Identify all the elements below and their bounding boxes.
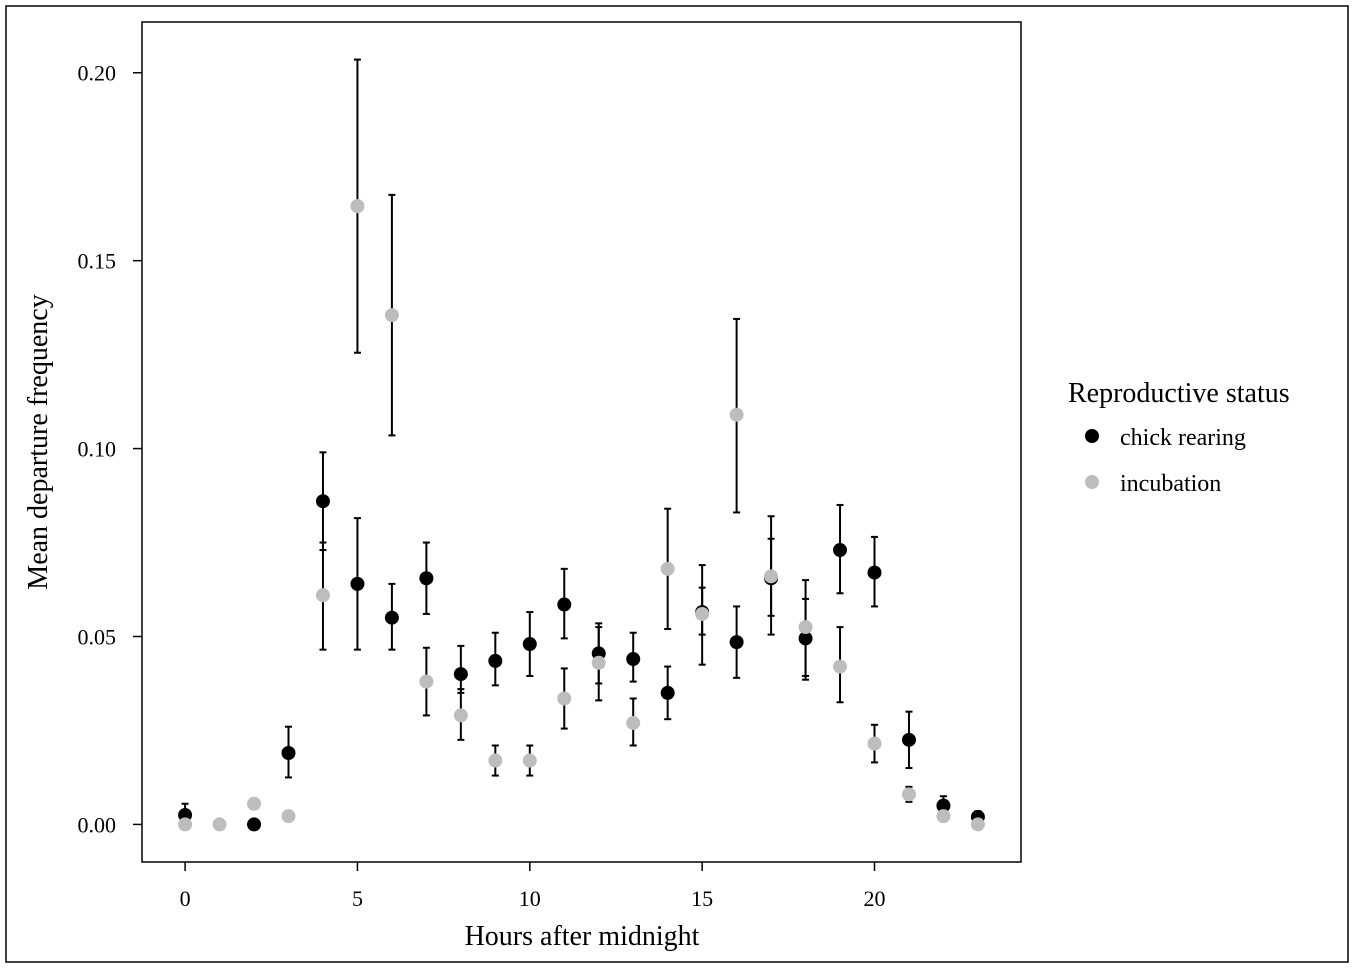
data-point-incubation — [626, 715, 641, 730]
x-axis: 0 5 10 15 20 — [180, 862, 886, 911]
data-point-chick-rearing — [247, 817, 262, 832]
data-point-incubation — [729, 407, 744, 422]
legend-title: Reproductive status — [1068, 378, 1290, 409]
data-point-chick-rearing — [488, 653, 503, 668]
data-point-chick-rearing — [557, 597, 572, 612]
x-tick-label: 5 — [352, 886, 363, 911]
legend-label-incubation: incubation — [1120, 471, 1221, 497]
data-point-incubation — [833, 659, 848, 674]
x-tick-label: 0 — [180, 886, 191, 911]
y-tick-label: 0.00 — [78, 812, 117, 837]
data-point-incubation — [901, 787, 916, 802]
data-point-incubation — [453, 708, 468, 723]
data-point-incubation — [970, 817, 985, 832]
data-point-incubation — [591, 655, 606, 670]
legend-swatch-incubation — [1085, 475, 1099, 489]
data-point-chick-rearing — [660, 685, 675, 700]
data-point-incubation — [281, 809, 296, 824]
series-incubation — [178, 58, 985, 832]
data-point-incubation — [315, 588, 330, 603]
x-axis-title: Hours after midnight — [465, 921, 700, 952]
data-point-chick-rearing — [901, 732, 916, 747]
y-tick-label: 0.15 — [78, 249, 117, 274]
series-chick-rearing — [178, 451, 985, 832]
data-point-incubation — [557, 691, 572, 706]
data-point-incubation — [384, 308, 399, 323]
data-point-chick-rearing — [350, 576, 365, 591]
data-point-chick-rearing — [384, 610, 399, 625]
data-point-incubation — [936, 809, 951, 824]
legend-swatch-chick-rearing — [1085, 429, 1099, 443]
data-point-incubation — [212, 817, 227, 832]
data-point-chick-rearing — [936, 798, 951, 813]
y-tick-label: 0.05 — [78, 624, 117, 649]
data-point-incubation — [350, 199, 365, 214]
y-tick-label: 0.10 — [78, 437, 117, 462]
x-tick-label: 15 — [691, 886, 713, 911]
data-point-chick-rearing — [315, 494, 330, 509]
data-point-chick-rearing — [833, 543, 848, 558]
data-point-chick-rearing — [626, 652, 641, 667]
y-tick-label: 0.20 — [78, 61, 117, 86]
data-point-incubation — [867, 736, 882, 751]
x-tick-label: 10 — [519, 886, 541, 911]
y-axis: 0.00 0.05 0.10 0.15 0.20 — [78, 61, 142, 837]
data-point-incubation — [660, 561, 675, 576]
legend: Reproductive status chick rearing incuba… — [1068, 378, 1290, 497]
data-point-incubation — [764, 569, 779, 584]
legend-label-chick-rearing: chick rearing — [1120, 425, 1246, 451]
data-point-chick-rearing — [453, 667, 468, 682]
data-point-incubation — [695, 606, 710, 621]
data-point-incubation — [798, 620, 813, 635]
figure-border — [5, 5, 1349, 963]
data-point-chick-rearing — [419, 571, 434, 586]
data-point-incubation — [178, 817, 193, 832]
data-point-incubation — [419, 674, 434, 689]
series-layer — [178, 58, 985, 832]
data-point-chick-rearing — [867, 565, 882, 580]
data-point-chick-rearing — [522, 637, 537, 652]
data-point-chick-rearing — [729, 635, 744, 650]
y-axis-title: Mean departure frequency — [23, 294, 54, 589]
data-point-incubation — [247, 796, 262, 811]
plot-panel — [141, 21, 1022, 863]
x-tick-label: 20 — [864, 886, 886, 911]
data-point-chick-rearing — [281, 746, 296, 761]
data-point-incubation — [488, 753, 503, 768]
data-point-incubation — [522, 753, 537, 768]
